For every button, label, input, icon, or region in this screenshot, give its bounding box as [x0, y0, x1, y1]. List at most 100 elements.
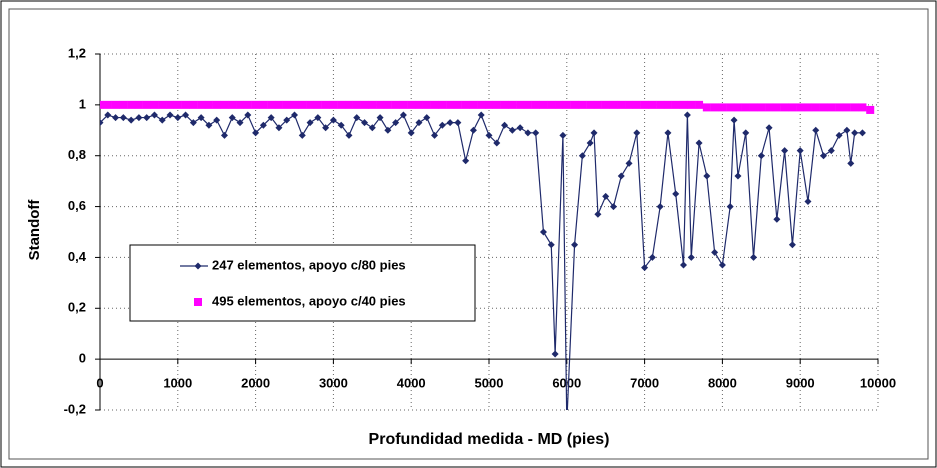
point — [306, 119, 314, 127]
point — [150, 111, 158, 119]
point — [555, 100, 564, 109]
point — [212, 100, 221, 109]
point — [469, 100, 478, 109]
point — [501, 121, 509, 129]
legend-marker — [194, 298, 202, 306]
point — [337, 100, 346, 109]
point — [204, 100, 213, 109]
point — [594, 210, 602, 218]
point — [687, 100, 696, 109]
point — [485, 100, 493, 109]
point — [812, 126, 820, 134]
point — [656, 100, 665, 109]
point — [220, 100, 229, 109]
point — [111, 100, 120, 109]
point — [640, 100, 649, 109]
point — [562, 100, 571, 109]
x-tick-label: 7000 — [630, 376, 659, 391]
point — [166, 100, 175, 109]
point — [757, 103, 766, 112]
y-axis-title: Standoff — [26, 199, 43, 261]
point — [112, 114, 120, 122]
point — [197, 114, 205, 122]
point — [259, 100, 268, 109]
point — [298, 100, 307, 109]
point — [803, 103, 812, 112]
point — [593, 100, 602, 109]
point — [539, 100, 548, 109]
point — [578, 152, 586, 160]
x-axis-title: Profundidad medida - MD (pies) — [369, 431, 610, 448]
point — [780, 103, 789, 112]
point — [571, 241, 579, 249]
point — [559, 131, 567, 139]
point — [672, 190, 680, 198]
point — [578, 100, 587, 109]
point — [524, 129, 532, 137]
point — [267, 100, 276, 109]
y-tick-label: 0,6 — [68, 198, 86, 213]
point — [539, 228, 547, 236]
point — [173, 100, 182, 109]
point — [788, 103, 797, 112]
point — [796, 147, 804, 155]
point — [741, 103, 750, 112]
point — [415, 119, 423, 127]
point — [835, 103, 844, 112]
point — [282, 100, 291, 109]
point — [850, 103, 859, 112]
point — [329, 100, 338, 109]
x-tick-label: 5000 — [475, 376, 504, 391]
point — [586, 100, 595, 109]
point — [251, 100, 260, 109]
point — [827, 103, 836, 112]
point — [516, 124, 524, 132]
x-tick-label: 9000 — [786, 376, 815, 391]
point — [492, 100, 501, 109]
point — [298, 131, 306, 139]
y-tick-label: 0,8 — [68, 147, 86, 162]
point — [430, 100, 439, 109]
point — [710, 103, 719, 112]
point — [236, 100, 245, 109]
point — [100, 100, 104, 109]
point — [407, 100, 416, 109]
point — [150, 100, 159, 109]
point — [352, 100, 361, 109]
point — [493, 139, 501, 147]
point — [119, 100, 128, 109]
legend-box — [129, 244, 476, 322]
point — [469, 126, 477, 134]
point — [765, 103, 774, 112]
point — [174, 114, 182, 122]
point — [772, 103, 781, 112]
point — [103, 100, 112, 109]
point — [730, 116, 738, 124]
point — [213, 116, 221, 124]
point — [617, 100, 626, 109]
point — [858, 129, 866, 137]
point — [290, 100, 299, 109]
point — [462, 157, 470, 165]
x-tick-label: 4000 — [397, 376, 426, 391]
point — [671, 100, 680, 109]
point — [804, 197, 812, 205]
point — [570, 100, 579, 109]
point — [181, 100, 190, 109]
point — [508, 126, 516, 134]
y-tick-label: 1 — [79, 96, 86, 111]
point — [368, 124, 376, 132]
point — [663, 100, 672, 109]
point — [687, 253, 695, 261]
point — [391, 100, 400, 109]
point — [182, 111, 190, 119]
point — [866, 105, 875, 114]
legend-marker — [194, 262, 202, 270]
point — [291, 111, 298, 119]
point — [422, 100, 431, 109]
point — [702, 103, 711, 112]
point — [641, 264, 649, 272]
point — [399, 100, 408, 109]
point — [679, 100, 688, 109]
